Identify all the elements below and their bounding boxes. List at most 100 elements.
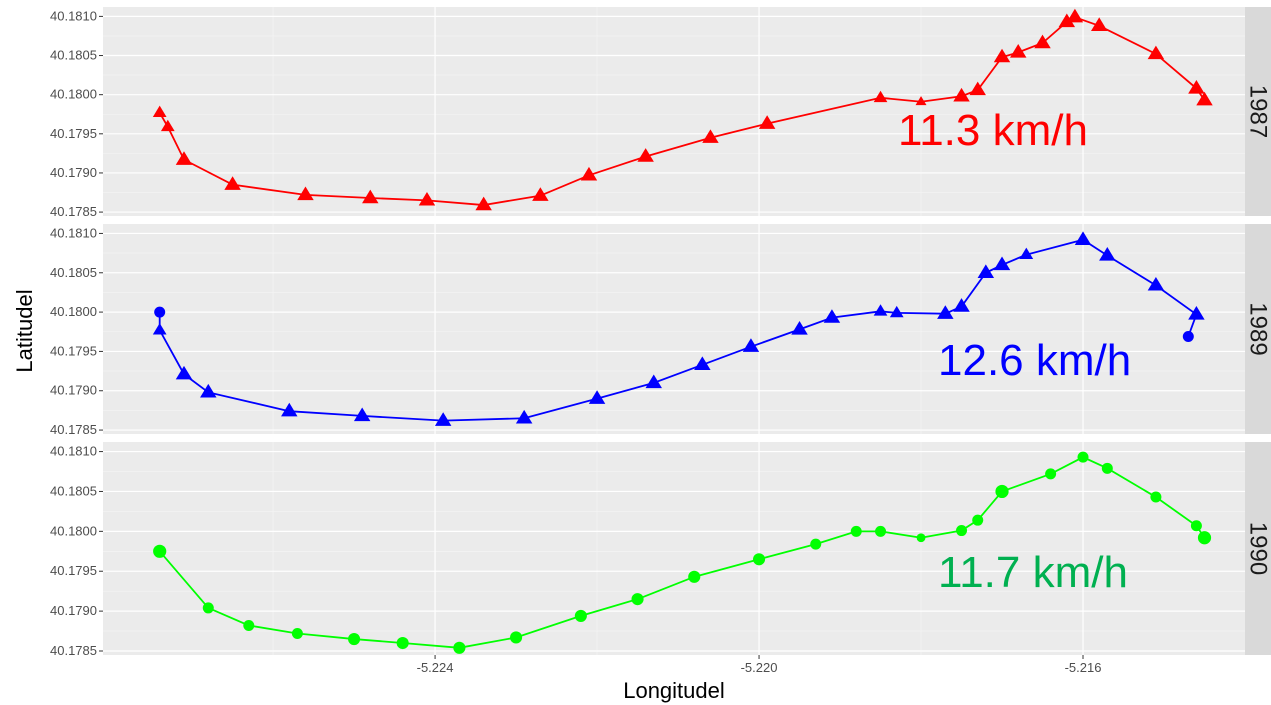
y-tick-label: 40.1810 — [50, 225, 97, 240]
data-point — [873, 90, 888, 103]
data-point — [1150, 491, 1162, 503]
data-point — [752, 553, 766, 566]
data-point — [281, 402, 298, 417]
facet-strip — [1245, 442, 1271, 655]
panel-1990: 40.1785 40.1790 40.1795 40.1800 40.1805 40.18… — [50, 442, 1271, 658]
data-point — [588, 390, 606, 404]
y-tick-label: 40.1800 — [50, 87, 97, 102]
y-tick-label: 40.1790 — [50, 165, 97, 180]
data-point — [1009, 44, 1027, 58]
data-point — [297, 186, 314, 201]
y-tick-label: 40.1800 — [50, 304, 97, 319]
data-point — [953, 298, 970, 312]
data-point — [175, 365, 193, 380]
data-point — [1074, 231, 1092, 245]
data-point — [993, 256, 1011, 271]
y-tick-label: 40.1805 — [50, 265, 97, 280]
data-point — [1101, 462, 1113, 474]
data-point — [969, 81, 986, 96]
y-tick-label: 40.1805 — [50, 48, 97, 63]
panel-background — [103, 7, 1245, 216]
data-point — [1147, 45, 1165, 60]
x-tick-label: -5.220 — [741, 660, 778, 675]
y-tick-label: 40.1810 — [50, 8, 97, 23]
data-point — [434, 412, 452, 426]
data-point — [995, 484, 1009, 499]
panel-1989: 40.1785 40.1790 40.1795 40.1800 40.1805 40.18… — [50, 224, 1271, 437]
data-point — [1182, 330, 1194, 342]
y-tick-label: 40.1805 — [50, 483, 97, 498]
data-point — [823, 309, 841, 323]
data-point — [153, 544, 167, 558]
data-point — [645, 374, 662, 389]
data-point — [200, 383, 217, 398]
data-point — [348, 632, 361, 646]
y-tick-label: 40.1785 — [50, 422, 97, 437]
data-point — [160, 119, 175, 132]
series-line — [158, 238, 1198, 422]
speed-annotation: 11.7 km/h — [938, 548, 1128, 597]
data-point — [175, 151, 193, 165]
facet-strip — [1245, 7, 1271, 216]
data-point — [396, 636, 409, 650]
speed-annotation: 12.6 km/h — [938, 336, 1131, 385]
data-point — [475, 196, 492, 211]
data-point — [418, 191, 436, 206]
data-point — [937, 305, 954, 319]
speed-annotation: 11.3 km/h — [898, 106, 1088, 155]
data-point — [1099, 247, 1116, 261]
data-point — [1058, 13, 1076, 28]
data-point — [1090, 17, 1108, 31]
data-point — [574, 609, 587, 622]
data-point — [688, 570, 701, 583]
data-point — [453, 641, 466, 654]
x-axis-title: Longitudel — [623, 678, 725, 703]
data-point — [694, 356, 711, 370]
y-tick-label: 40.1785 — [50, 643, 97, 658]
data-point — [202, 602, 214, 614]
data-point — [956, 525, 968, 537]
data-point — [873, 304, 888, 316]
panel-1987: 40.1785 40.1790 40.1795 40.1800 40.1805 40.18… — [50, 7, 1271, 219]
data-point — [916, 533, 926, 543]
data-point — [510, 631, 523, 644]
y-tick-label: 40.1790 — [50, 603, 97, 618]
data-point — [362, 189, 379, 204]
data-point — [243, 619, 255, 631]
data-point — [580, 166, 598, 181]
data-point — [972, 514, 984, 526]
data-point — [977, 264, 995, 278]
data-point — [1147, 276, 1165, 291]
y-tick-label: 40.1785 — [50, 204, 97, 219]
data-point — [631, 593, 644, 606]
data-point — [791, 320, 808, 335]
facet-strip-label: 1990 — [1245, 522, 1271, 575]
panel-background — [103, 224, 1245, 434]
facet-strip-label: 1987 — [1245, 85, 1271, 138]
y-tick-label: 40.1795 — [50, 563, 97, 578]
data-point — [353, 407, 371, 422]
data-point — [850, 525, 862, 537]
y-axis-title: Latitudel — [12, 289, 37, 372]
data-point — [152, 323, 167, 335]
data-point — [152, 105, 167, 118]
data-point — [1019, 247, 1034, 260]
data-point — [1077, 451, 1089, 463]
data-point — [291, 627, 303, 639]
facet-strip-label: 1989 — [1245, 302, 1271, 355]
data-point — [953, 87, 970, 102]
data-point — [915, 96, 927, 106]
data-point — [515, 409, 533, 424]
data-point — [758, 115, 776, 129]
y-tick-label: 40.1800 — [50, 523, 97, 538]
data-point — [154, 306, 166, 318]
data-point — [810, 538, 822, 550]
data-point — [1066, 8, 1084, 23]
data-point — [1197, 531, 1212, 545]
y-tick-label: 40.1795 — [50, 343, 97, 358]
data-point — [1034, 34, 1051, 49]
data-point — [742, 338, 760, 352]
x-tick-label: -5.224 — [417, 660, 454, 675]
data-point — [993, 48, 1011, 63]
